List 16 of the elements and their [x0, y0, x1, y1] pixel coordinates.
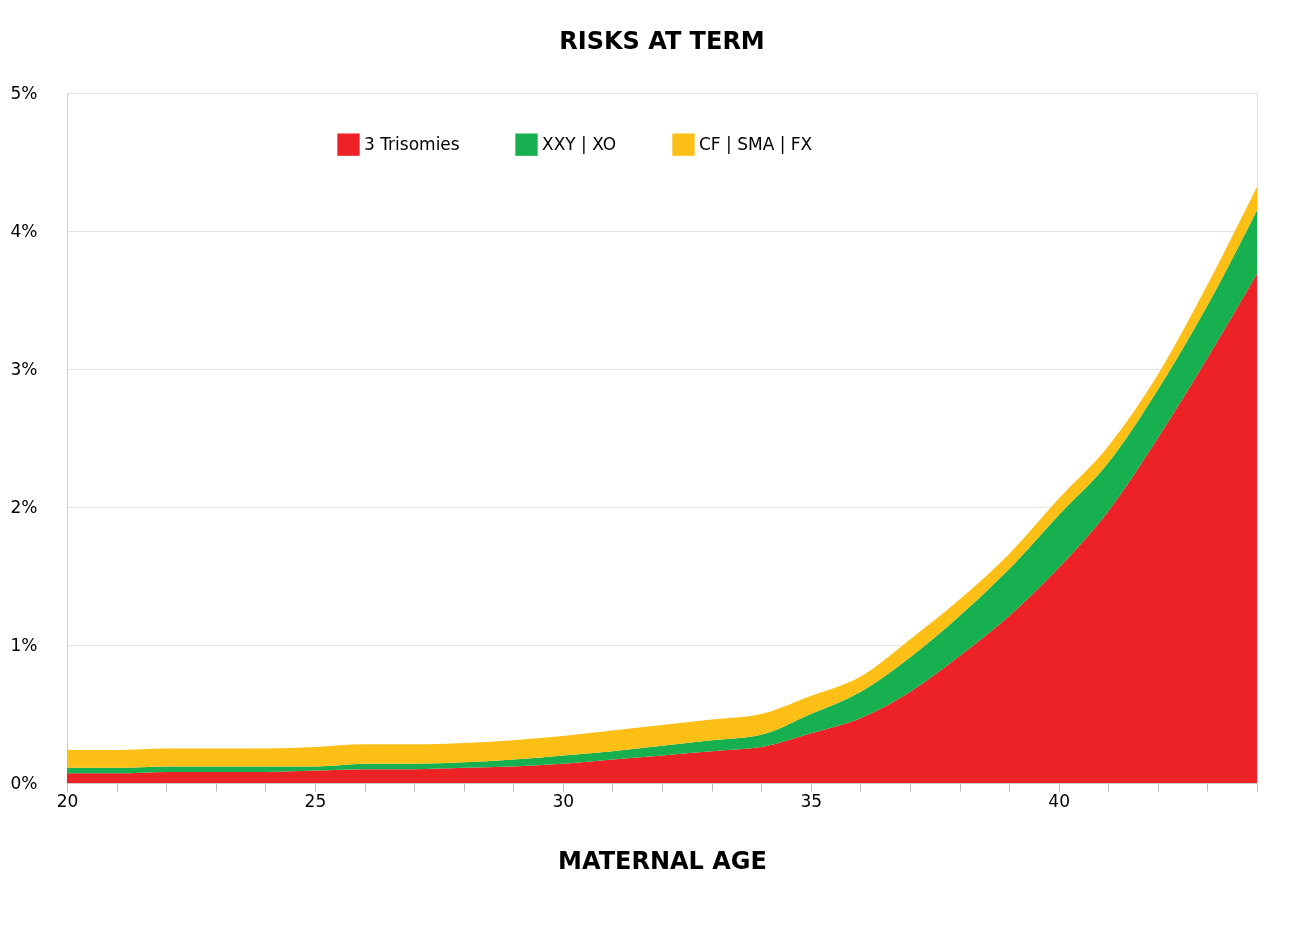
- y-tick-label: 0%: [10, 772, 38, 793]
- chart-title: RISKS AT TERM: [559, 27, 765, 55]
- legend-label: CF | SMA | FX: [699, 133, 813, 154]
- legend-label: XXY | XO: [542, 133, 617, 154]
- x-tick-label: 40: [1048, 790, 1070, 811]
- y-tick-label: 3%: [10, 358, 38, 379]
- y-tick-label: 1%: [10, 634, 38, 655]
- x-tick-label: 20: [56, 790, 79, 811]
- x-tick-label: 25: [304, 790, 327, 811]
- x-tick-label: 35: [800, 790, 823, 811]
- x-tick-label: 30: [552, 790, 575, 811]
- x-axis-title: MATERNAL AGE: [558, 846, 767, 875]
- y-tick-label: 4%: [10, 220, 38, 241]
- y-tick-label: 5%: [10, 82, 38, 103]
- y-tick-label: 2%: [10, 496, 38, 517]
- legend-label: 3 Trisomies: [364, 133, 460, 154]
